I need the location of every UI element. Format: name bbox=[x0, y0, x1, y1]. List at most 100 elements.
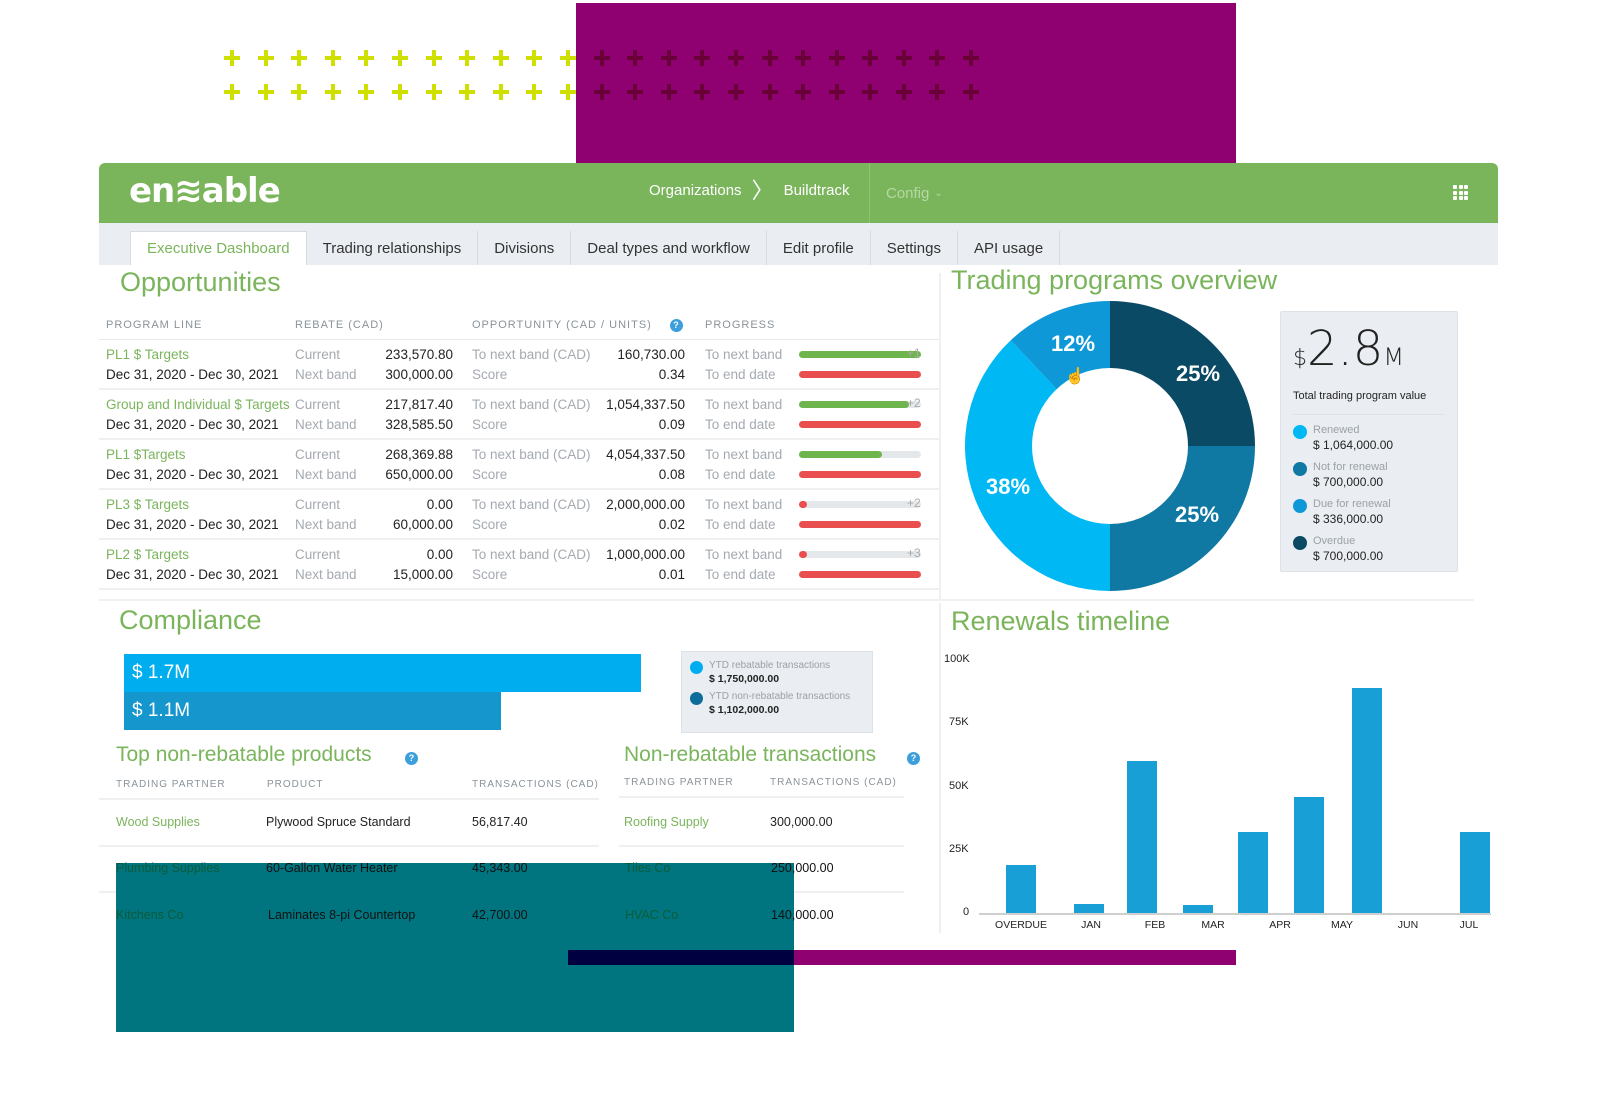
label-to-end-date: To end date bbox=[705, 367, 776, 382]
label-to-next-band-cad: To next band (CAD) bbox=[472, 397, 591, 412]
label-to-next-band: To next band bbox=[705, 447, 783, 462]
plus-decoration-icon bbox=[254, 45, 288, 69]
program-line-link[interactable]: PL2 $ Targets bbox=[106, 547, 190, 562]
plus-decoration-icon bbox=[925, 79, 959, 103]
tab-deal-types-workflow[interactable]: Deal types and workflow bbox=[571, 231, 767, 265]
tab-trading-relationships[interactable]: Trading relationships bbox=[306, 231, 479, 265]
label-to-end-date: To end date bbox=[705, 567, 776, 582]
product-amount: 56,817.40 bbox=[472, 815, 528, 829]
help-icon[interactable]: ? bbox=[907, 752, 920, 765]
y-axis-tick-label: 0 bbox=[963, 906, 970, 918]
program-line-link[interactable]: PL3 $ Targets bbox=[106, 497, 190, 512]
label-current: Current bbox=[295, 547, 341, 562]
progress-bar-next-band bbox=[799, 351, 921, 358]
band-count-badge: +3 bbox=[907, 546, 921, 560]
renewals-bar-jun[interactable] bbox=[1352, 687, 1382, 913]
legend-dot-icon bbox=[690, 661, 703, 674]
row-divider bbox=[99, 798, 599, 800]
program-line-link[interactable]: PL1 $Targets bbox=[106, 447, 186, 462]
plus-decoration-icon bbox=[758, 45, 792, 69]
transaction-partner-link[interactable]: Tiles Co bbox=[625, 861, 671, 875]
plus-decoration-icon bbox=[489, 45, 523, 69]
product-name: 60-Gallon Water Heater bbox=[266, 861, 398, 875]
program-line-link[interactable]: Group and Individual $ Targets bbox=[106, 397, 290, 412]
program-dates: Dec 31, 2020 - Dec 30, 2021 bbox=[106, 367, 279, 382]
segment-label-due-for-renewal: 12% bbox=[1051, 331, 1095, 356]
apps-grid-icon[interactable] bbox=[1453, 185, 1468, 200]
renewals-bar-overdue[interactable] bbox=[1006, 864, 1036, 913]
opportunities-table: PROGRAM LINE REBATE (CAD) OPPORTUNITY (C… bbox=[99, 315, 939, 590]
program-dates: Dec 31, 2020 - Dec 30, 2021 bbox=[106, 517, 279, 532]
table-row: PL1 $Targets Dec 31, 2020 - Dec 30, 2021… bbox=[99, 440, 939, 490]
plus-decoration-icon bbox=[220, 79, 254, 103]
tab-executive-dashboard[interactable]: Executive Dashboard bbox=[130, 231, 307, 265]
opportunity-score: 0.34 bbox=[658, 367, 685, 382]
legend-label: Due for renewal bbox=[1313, 498, 1391, 510]
enable-logo[interactable]: en≋able bbox=[129, 171, 281, 211]
col-progress: PROGRESS bbox=[705, 319, 776, 331]
plus-decoration-icon bbox=[825, 79, 859, 103]
config-label: Config bbox=[886, 184, 930, 202]
progress-bar-next-band bbox=[799, 551, 921, 558]
renewals-bar-mar[interactable] bbox=[1183, 905, 1213, 913]
tab-divisions[interactable]: Divisions bbox=[478, 231, 572, 265]
opportunity-to-next: 160,730.00 bbox=[617, 347, 685, 362]
renewals-bar-may[interactable] bbox=[1294, 796, 1324, 913]
plus-decoration-icon bbox=[690, 79, 724, 103]
col-trading-partner: TRADING PARTNER bbox=[624, 777, 734, 788]
rebate-current: 268,369.88 bbox=[385, 447, 453, 462]
renewals-bar-jul[interactable] bbox=[1460, 832, 1490, 913]
label-score: Score bbox=[472, 567, 508, 582]
transaction-amount: 250,000.00 bbox=[771, 861, 834, 875]
tab-api-usage[interactable]: API usage bbox=[957, 231, 1061, 265]
decorative-teal-block bbox=[116, 863, 794, 1032]
progress-bar-end-date bbox=[799, 371, 921, 378]
breadcrumb-organizations[interactable]: Organizations bbox=[649, 182, 742, 199]
label-to-next-band: To next band bbox=[705, 347, 783, 362]
plus-decoration-icon bbox=[522, 45, 556, 69]
config-dropdown[interactable]: Config ⌄ bbox=[869, 163, 943, 223]
opportunity-to-next: 1,054,337.50 bbox=[606, 397, 685, 412]
plus-decoration-icon bbox=[388, 45, 422, 69]
label-to-next-band: To next band bbox=[705, 397, 783, 412]
plus-decoration-icon bbox=[892, 45, 926, 69]
legend-item-rebatable: YTD rebatable transactions $ 1,750,000.00 bbox=[690, 660, 864, 685]
tab-settings[interactable]: Settings bbox=[870, 231, 958, 265]
compliance-bar-non-rebatable[interactable]: $ 1.1M bbox=[124, 692, 501, 730]
transaction-partner-link[interactable]: HVAC Co bbox=[625, 908, 679, 922]
renewals-bar-feb[interactable] bbox=[1127, 761, 1157, 913]
rebate-current: 0.00 bbox=[426, 497, 453, 512]
legend-dot-icon bbox=[1293, 462, 1307, 476]
renewals-timeline-title: Renewals timeline bbox=[951, 606, 1171, 636]
col-trading-partner: TRADING PARTNER bbox=[116, 779, 226, 790]
rebate-next-band: 15,000.00 bbox=[392, 567, 453, 582]
breadcrumb-buildtrack[interactable]: Buildtrack bbox=[783, 182, 850, 199]
plus-decoration-icon bbox=[724, 79, 758, 103]
plus-decoration-icon bbox=[959, 79, 993, 103]
legend-label: Not for renewal bbox=[1313, 461, 1388, 473]
transaction-partner-link[interactable]: Roofing Supply bbox=[624, 815, 709, 829]
plus-decoration-icon bbox=[321, 45, 355, 69]
help-icon[interactable]: ? bbox=[670, 319, 683, 332]
product-partner-link[interactable]: Plumbing Supplies bbox=[116, 861, 220, 875]
table-row: PL2 $ Targets Dec 31, 2020 - Dec 30, 202… bbox=[99, 540, 939, 590]
product-name: Plywood Spruce Standard bbox=[266, 815, 411, 829]
renewals-bar-apr[interactable] bbox=[1238, 832, 1268, 913]
help-icon[interactable]: ? bbox=[405, 752, 418, 765]
compliance-bar-rebatable[interactable]: $ 1.7M bbox=[124, 654, 641, 692]
product-partner-link[interactable]: Wood Supplies bbox=[116, 815, 200, 829]
program-line-link[interactable]: PL1 $ Targets bbox=[106, 347, 190, 362]
renewals-bar-jan[interactable] bbox=[1074, 904, 1104, 913]
label-current: Current bbox=[295, 497, 341, 512]
legend-dot-icon bbox=[1293, 499, 1307, 513]
plus-decoration-icon bbox=[657, 45, 691, 69]
opportunity-score: 0.01 bbox=[658, 567, 685, 582]
label-score: Score bbox=[472, 417, 508, 432]
plus-decoration-icon bbox=[489, 79, 523, 103]
top-products-title: Top non-rebatable products bbox=[116, 743, 372, 766]
label-current: Current bbox=[295, 397, 341, 412]
product-partner-link[interactable]: Kitchens Co bbox=[116, 908, 184, 922]
trading-programs-donut-chart[interactable]: 25% 25% 38% 12% ☝ bbox=[965, 301, 1255, 591]
tab-edit-profile[interactable]: Edit profile bbox=[766, 231, 871, 265]
non-rebatable-title: Non-rebatable transactions bbox=[624, 743, 877, 766]
